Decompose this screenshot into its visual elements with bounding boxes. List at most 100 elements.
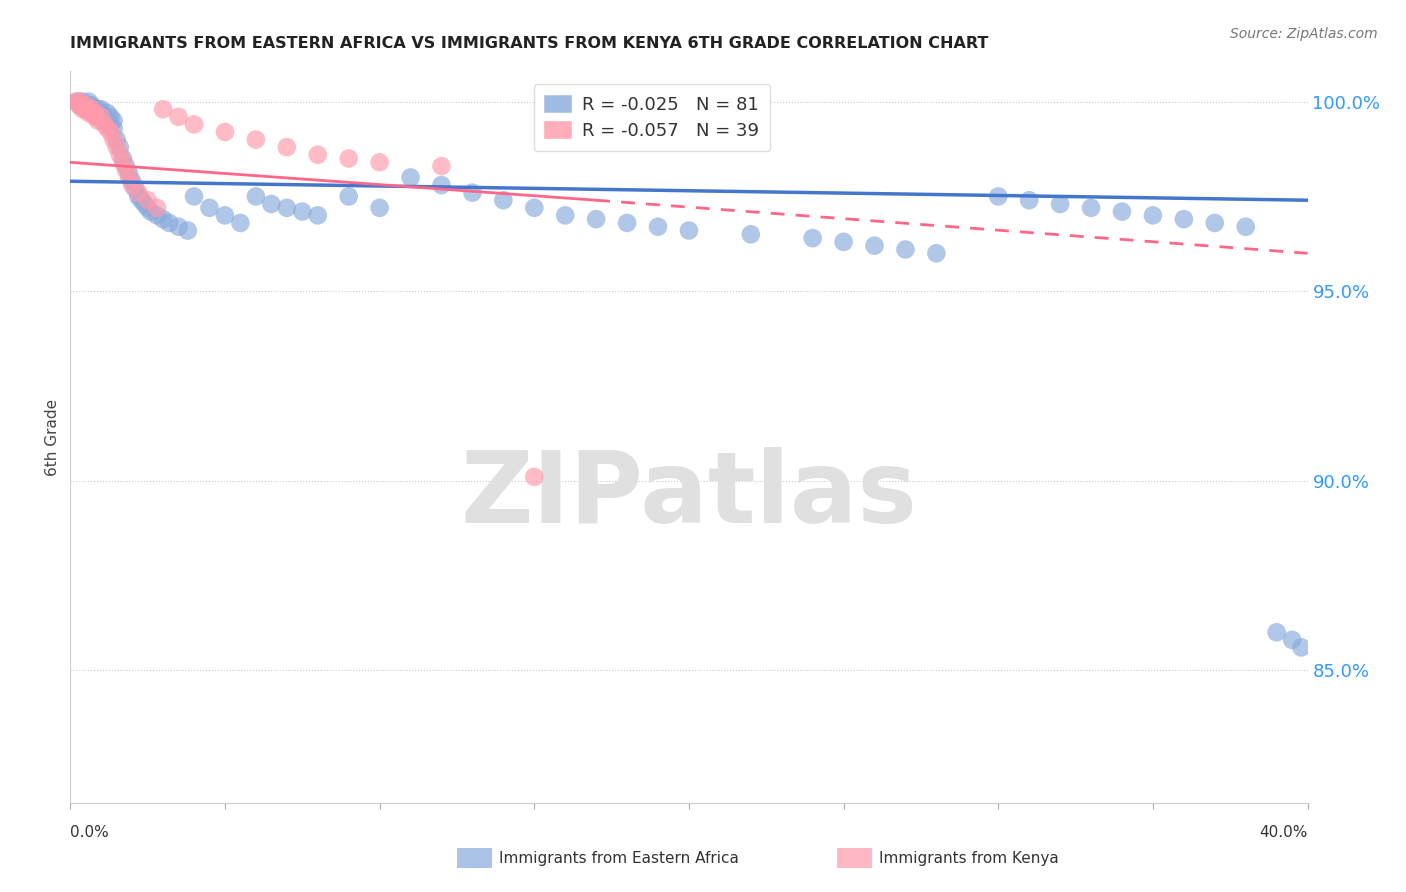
Point (523, 470, 546, 484)
Point (84, 110, 107, 124)
Point (291, 204, 314, 219)
Point (134, 197, 156, 211)
Point (214, 125, 236, 139)
Point (118, 167, 141, 181)
Point (69, 98, 91, 112)
Point (75, 98, 97, 112)
Point (118, 170, 141, 185)
Point (276, 140, 298, 154)
Point (157, 216, 180, 230)
Point (100, 125, 122, 139)
Point (167, 219, 190, 234)
Point (69, 95, 91, 109)
Point (121, 174, 143, 188)
Point (72, 98, 94, 112)
Point (103, 121, 125, 136)
Point (75, 102, 97, 116)
Point (87, 102, 110, 116)
Point (863, 238, 886, 252)
Point (1281, 632, 1303, 647)
Point (77, 98, 100, 112)
Point (523, 201, 546, 215)
Point (115, 162, 138, 177)
Point (111, 155, 134, 169)
Point (72, 102, 94, 116)
Point (72, 98, 94, 112)
Point (80, 102, 103, 116)
Point (100, 110, 122, 124)
Point (146, 208, 169, 222)
Text: 40.0%: 40.0% (1260, 825, 1308, 840)
Point (115, 159, 138, 173)
Point (96, 106, 118, 120)
Point (1173, 212, 1195, 227)
Point (368, 201, 391, 215)
Point (214, 208, 236, 222)
Point (87, 110, 110, 124)
Point (1018, 193, 1040, 207)
Point (801, 231, 824, 245)
Point (121, 178, 143, 192)
Point (84, 106, 107, 120)
Point (105, 140, 128, 154)
Point (1204, 216, 1226, 230)
Point (96, 113, 118, 128)
Point (276, 201, 298, 215)
Point (1234, 219, 1257, 234)
Point (124, 182, 146, 196)
Point (75, 102, 97, 116)
Point (492, 193, 515, 207)
Point (616, 216, 638, 230)
Point (90, 102, 112, 116)
Point (127, 189, 149, 203)
Point (108, 140, 131, 154)
Point (100, 117, 122, 131)
Point (80, 98, 103, 112)
Point (77, 102, 100, 116)
Point (198, 201, 221, 215)
Point (1080, 201, 1102, 215)
Point (307, 208, 329, 222)
Point (77, 95, 100, 109)
Point (96, 121, 118, 136)
Point (245, 189, 267, 203)
Point (111, 152, 134, 166)
Point (177, 223, 200, 237)
Point (337, 189, 360, 203)
Point (69, 95, 91, 109)
Y-axis label: 6th Grade: 6th Grade (45, 399, 60, 475)
Point (77, 106, 100, 120)
Point (461, 186, 484, 200)
Point (1291, 640, 1313, 655)
Point (131, 193, 153, 207)
Point (65, 95, 87, 109)
Point (430, 159, 453, 173)
Point (678, 223, 700, 237)
Point (87, 113, 110, 128)
Point (139, 204, 162, 219)
Point (65, 95, 87, 109)
Point (152, 102, 174, 116)
Point (84, 106, 107, 120)
Text: Immigrants from Eastern Africa: Immigrants from Eastern Africa (499, 851, 740, 865)
Point (146, 201, 169, 215)
Point (229, 216, 252, 230)
Point (152, 212, 174, 227)
Point (80, 106, 103, 120)
Point (103, 113, 125, 128)
Point (399, 170, 422, 185)
Point (80, 102, 103, 116)
Point (167, 110, 190, 124)
Point (93, 117, 115, 131)
Point (127, 186, 149, 200)
Point (585, 212, 607, 227)
Point (108, 147, 131, 161)
Point (260, 197, 283, 211)
Point (430, 178, 453, 192)
Point (105, 132, 128, 146)
Text: 0.0%: 0.0% (70, 825, 110, 840)
Text: Immigrants from Kenya: Immigrants from Kenya (879, 851, 1059, 865)
Point (183, 189, 205, 203)
Point (647, 219, 669, 234)
Point (90, 106, 112, 120)
